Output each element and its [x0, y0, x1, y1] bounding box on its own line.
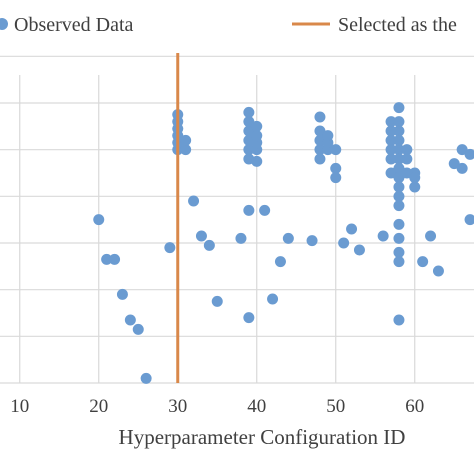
- data-point-0: [93, 214, 105, 226]
- data-point-14: [243, 204, 255, 216]
- data-point-8: [188, 195, 200, 207]
- data-point-79: [393, 256, 405, 268]
- legend: Observed Data Selected as the: [0, 14, 457, 36]
- data-point-65: [393, 102, 405, 114]
- data-point-88: [464, 148, 474, 160]
- x-tick-label-5: 60: [405, 396, 424, 417]
- data-point-9: [195, 230, 207, 242]
- data-point-7: [164, 242, 176, 254]
- data-point-24: [377, 230, 389, 242]
- data-point-80: [401, 144, 413, 156]
- data-point-63: [385, 153, 397, 165]
- data-point-62: [385, 144, 397, 156]
- data-point-66: [393, 116, 405, 128]
- data-point-69: [393, 144, 405, 156]
- data-point-48: [251, 120, 263, 132]
- legend-observed-label: Observed Data: [14, 14, 134, 36]
- data-point-13: [243, 312, 255, 324]
- data-point-49: [314, 153, 326, 165]
- data-point-2: [109, 253, 121, 265]
- data-point-36: [180, 144, 192, 156]
- data-point-58: [330, 162, 342, 174]
- data-point-39: [243, 144, 255, 156]
- x-tick-label-2: 30: [168, 396, 187, 417]
- legend-selected-label: Selected as the: [338, 14, 457, 36]
- data-point-3: [116, 288, 128, 300]
- data-point-44: [251, 155, 263, 167]
- data-point-23: [353, 244, 365, 256]
- data-point-10: [203, 239, 215, 251]
- x-tick-label-3: 40: [247, 396, 266, 417]
- data-point-20: [330, 172, 342, 184]
- observed-points: [93, 102, 474, 384]
- data-point-50: [314, 144, 326, 156]
- data-point-78: [393, 246, 405, 258]
- data-point-16: [267, 293, 279, 305]
- data-point-83: [409, 181, 421, 193]
- data-point-60: [385, 125, 397, 137]
- data-point-89: [464, 214, 474, 226]
- data-point-37: [180, 134, 192, 146]
- data-point-86: [456, 162, 468, 174]
- data-point-28: [425, 230, 437, 242]
- x-tick-label-0: 10: [10, 396, 29, 417]
- x-tick-label-1: 20: [89, 396, 108, 417]
- data-point-6: [140, 372, 152, 384]
- data-point-57: [330, 144, 342, 156]
- data-point-19: [306, 235, 318, 247]
- data-point-5: [132, 323, 144, 335]
- data-point-70: [393, 153, 405, 165]
- data-point-29: [432, 265, 444, 277]
- data-point-68: [393, 134, 405, 146]
- data-point-27: [417, 256, 429, 268]
- data-point-75: [393, 200, 405, 212]
- data-point-81: [401, 153, 413, 165]
- data-point-1: [101, 253, 113, 265]
- data-point-47: [251, 130, 263, 142]
- data-point-84: [409, 172, 421, 184]
- data-point-56: [322, 130, 334, 142]
- x-axis-title: Hyperparameter Configuration ID: [119, 425, 406, 449]
- data-point-53: [314, 111, 326, 123]
- data-point-59: [385, 116, 397, 128]
- x-tick-labels: 10 20 30 40 50 60: [10, 396, 424, 417]
- data-point-15: [259, 204, 271, 216]
- data-point-74: [393, 190, 405, 202]
- data-point-12: [235, 232, 247, 244]
- legend-observed-marker: [0, 18, 8, 30]
- data-point-17: [274, 256, 286, 268]
- data-point-43: [243, 106, 255, 118]
- data-point-21: [338, 237, 350, 249]
- data-point-73: [393, 181, 405, 193]
- x-tick-label-4: 50: [326, 396, 345, 417]
- data-point-4: [124, 314, 136, 326]
- data-point-25: [393, 314, 405, 326]
- data-point-11: [211, 295, 223, 307]
- data-point-77: [393, 232, 405, 244]
- data-point-22: [346, 223, 358, 235]
- data-point-18: [282, 232, 294, 244]
- data-point-67: [393, 125, 405, 137]
- data-point-61: [385, 134, 397, 146]
- data-point-76: [393, 218, 405, 230]
